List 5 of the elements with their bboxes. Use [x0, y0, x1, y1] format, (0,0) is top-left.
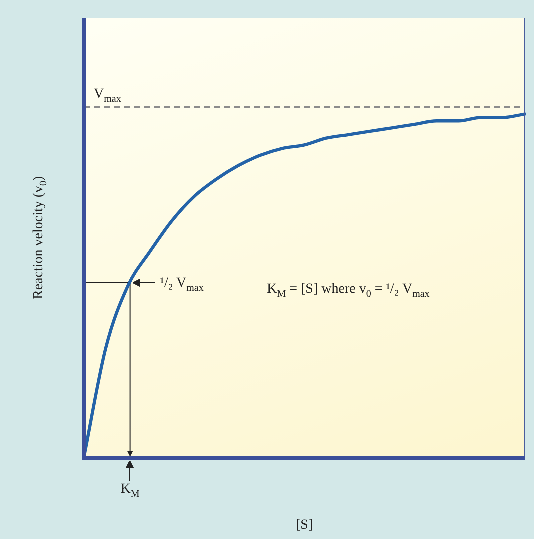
ref-line-label: V$_{max}$ [94, 87, 122, 106]
annotation: K$_{M}$ = [S] where v$_{0}$ = ¹/₂ V$_{max}$ [267, 282, 430, 300]
x-axis-title: [S] [296, 518, 314, 534]
text: K$_{M}$ [120, 482, 140, 500]
ref-line-label: ¹/₂ V$_{max}$ [160, 276, 204, 294]
